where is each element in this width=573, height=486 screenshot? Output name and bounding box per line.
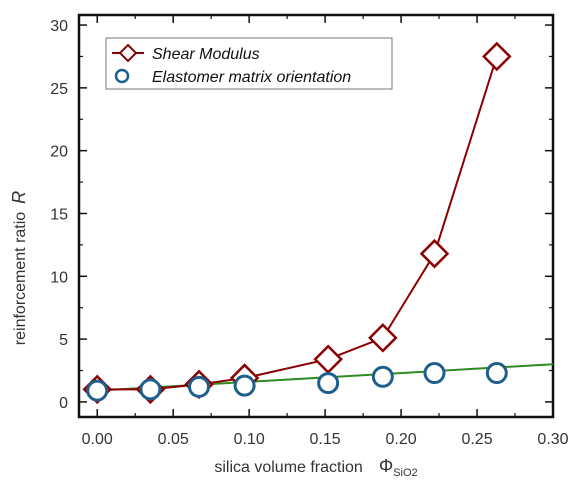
y-tick-label: 20 [50, 144, 68, 161]
x-axis-title: silica volume fraction ΦSiO2 [214, 456, 417, 479]
y-tick-label: 10 [50, 269, 68, 286]
point-shear-modulus [368, 323, 398, 353]
series-1 [86, 362, 508, 402]
y-tick-label: 30 [50, 18, 68, 35]
y-axis-label: reinforcement ratio [12, 212, 29, 345]
series-line-shear-modulus [97, 56, 498, 391]
plot-frame [77, 13, 555, 419]
point-elastomer-orientation [371, 365, 394, 388]
y-tick-label: 15 [50, 206, 68, 223]
y-axis-title: reinforcement ratio R [9, 191, 29, 345]
ticks-group: 0.00 0.05 0.10 0.15 0.20 0.25 0.30 0 5 10 15 20 25 30 [50, 15, 569, 448]
legend-marker-elastomer-orientation [114, 68, 130, 84]
y-tick-label: 0 [59, 395, 68, 412]
x-tick-label: 0.00 [82, 431, 113, 448]
x-tick-label: 0.10 [234, 431, 265, 448]
x-tick-label: 0.30 [537, 431, 568, 448]
legend-label-shear-modulus: Shear Modulus [152, 46, 260, 63]
legend-box [105, 37, 393, 90]
legend-label-elastomer-orientation: Elastomer matrix orientation [152, 69, 351, 86]
y-tick-label: 25 [50, 81, 68, 98]
x-tick-label: 0.25 [461, 431, 492, 448]
point-elastomer-orientation [233, 374, 256, 397]
point-elastomer-orientation [139, 378, 162, 401]
point-elastomer-orientation [86, 379, 109, 402]
y-axis-symbol: R [9, 191, 29, 204]
point-shear-modulus [313, 344, 343, 374]
x-axis-symbol: Φ [379, 456, 393, 476]
point-elastomer-orientation [317, 372, 340, 395]
x-tick-label: 0.20 [386, 431, 417, 448]
plot-frame-group [77, 13, 555, 419]
x-axis-subscript: SiO2 [393, 467, 417, 479]
point-shear-modulus [482, 41, 512, 72]
point-elastomer-orientation [423, 362, 446, 385]
legend: Shear Modulus Elastomer matrix orientati… [105, 37, 393, 90]
x-tick-label: 0.15 [310, 431, 341, 448]
point-shear-modulus [419, 238, 450, 269]
x-tick-label: 0.05 [158, 431, 189, 448]
series-0 [82, 41, 512, 405]
point-elastomer-orientation [188, 375, 211, 398]
point-elastomer-orientation [485, 362, 508, 385]
legend-marker-shear-modulus [118, 43, 138, 63]
y-tick-label: 5 [59, 332, 68, 349]
series-group [82, 41, 512, 405]
x-axis-label: silica volume fraction [214, 459, 363, 476]
